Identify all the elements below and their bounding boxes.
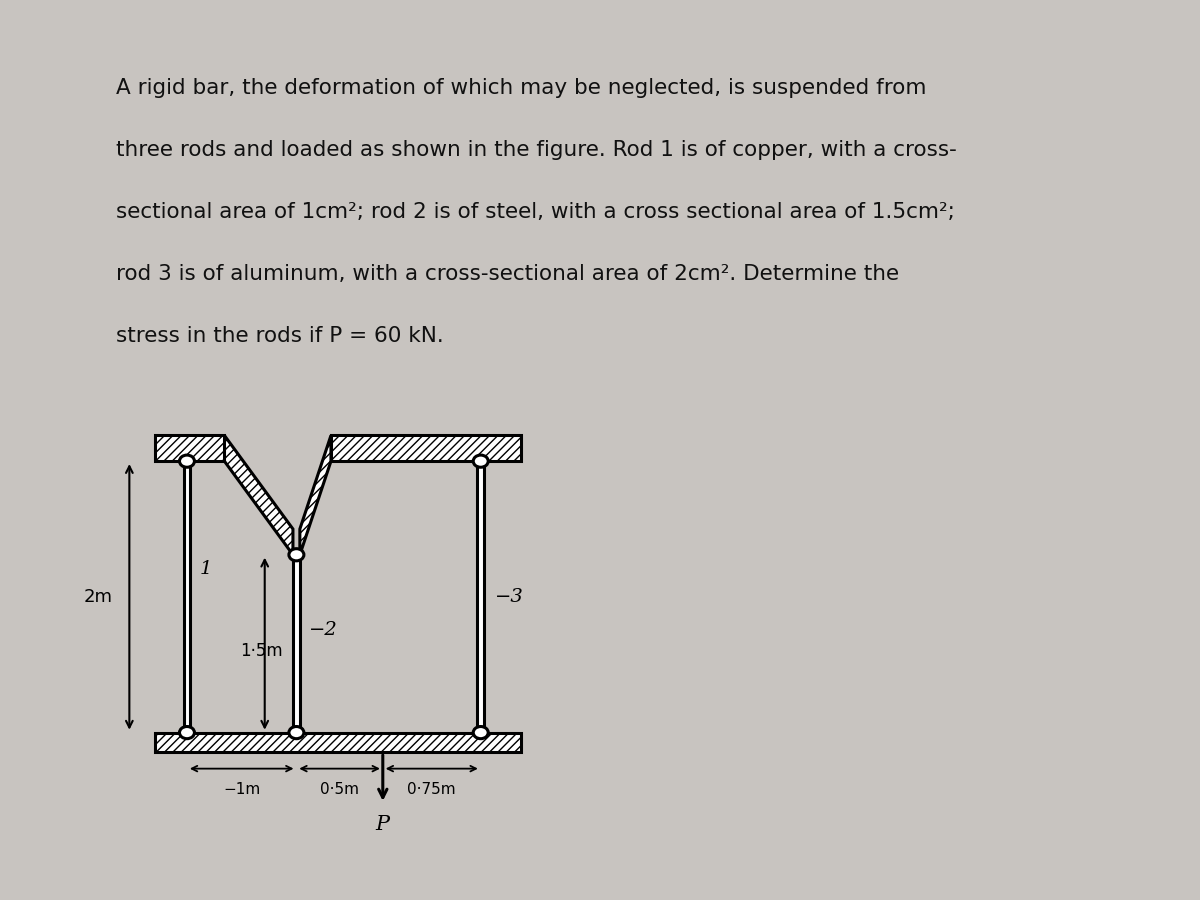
Circle shape [180, 726, 194, 739]
Circle shape [473, 726, 488, 739]
Text: 0·5m: 0·5m [320, 782, 359, 796]
Circle shape [289, 549, 304, 561]
Circle shape [180, 455, 194, 467]
Text: rod 3 is of aluminum, with a cross-sectional area of 2cm². Determine the: rod 3 is of aluminum, with a cross-secti… [116, 264, 899, 284]
Text: three rods and loaded as shown in the figure. Rod 1 is of copper, with a cross-: three rods and loaded as shown in the fi… [116, 140, 956, 160]
Text: 2m: 2m [83, 588, 112, 606]
Polygon shape [224, 436, 293, 554]
Circle shape [473, 455, 488, 467]
Polygon shape [184, 461, 191, 733]
Polygon shape [293, 554, 300, 733]
Text: −1m: −1m [223, 782, 260, 796]
Text: sectional area of 1cm²; rod 2 is of steel, with a cross sectional area of 1.5cm²: sectional area of 1cm²; rod 2 is of stee… [116, 202, 955, 222]
Polygon shape [300, 436, 331, 554]
Text: 1: 1 [199, 560, 212, 578]
Text: 0·75m: 0·75m [408, 782, 456, 796]
Polygon shape [478, 461, 484, 733]
Text: 1·5m: 1·5m [240, 642, 283, 660]
Text: A rigid bar, the deformation of which may be neglected, is suspended from: A rigid bar, the deformation of which ma… [116, 78, 926, 98]
Circle shape [289, 726, 304, 739]
Text: −3: −3 [496, 588, 524, 606]
Text: stress in the rods if P = 60 kN.: stress in the rods if P = 60 kN. [116, 326, 444, 346]
Polygon shape [155, 436, 224, 461]
Text: −2: −2 [310, 621, 338, 639]
Text: P: P [376, 815, 390, 834]
Polygon shape [155, 733, 521, 752]
Polygon shape [331, 436, 521, 461]
